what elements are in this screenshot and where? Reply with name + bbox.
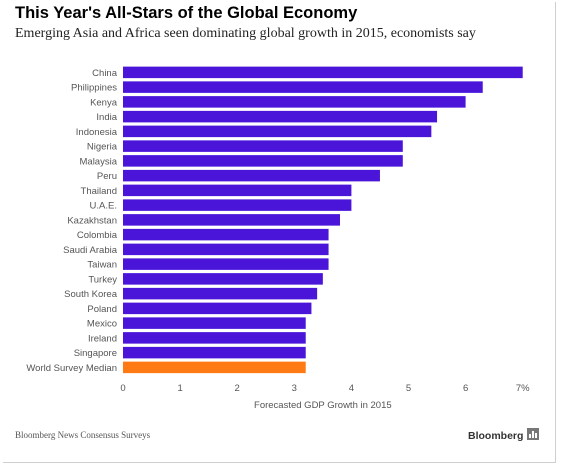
category-label: Peru [97,171,117,182]
bar [123,184,352,197]
x-tick-label: 7% [516,383,530,394]
bar [123,66,523,79]
bar [123,169,380,182]
bar [123,155,403,167]
x-tick-label: 5 [406,383,411,394]
category-label: World Survey Median [26,363,117,374]
x-tick-label: 4 [349,383,354,394]
x-tick-label: 6 [463,383,468,394]
bar [123,302,312,315]
bar [123,287,318,300]
category-label: Poland [87,304,117,315]
category-label: Indonesia [76,127,118,138]
x-axis-label: Forecasted GDP Growth in 2015 [254,400,392,411]
category-label: Kenya [90,97,118,108]
category-label: Singapore [74,348,117,359]
bar-chart-icon [527,428,539,440]
x-tick-label: 3 [292,383,297,394]
category-label: China [92,68,118,79]
x-tick-label: 1 [177,383,182,394]
bar [123,273,323,285]
source-note: Bloomberg News Consensus Surveys [15,430,151,440]
bar [123,214,340,226]
bar [123,110,438,123]
chart-frame [3,2,556,463]
bar [123,96,466,108]
category-label: U.A.E. [90,201,117,212]
x-tick-label: 0 [120,383,125,394]
bar [123,332,306,344]
bar [123,317,306,329]
category-label: Thailand [81,186,117,197]
chart-subtitle: Emerging Asia and Africa seen dominating… [15,26,476,41]
bar [123,81,483,93]
category-label: Nigeria [87,142,118,153]
category-label: Turkey [88,274,117,285]
bar [123,346,306,359]
category-label: South Korea [64,289,118,300]
category-label: Colombia [77,230,118,241]
bar [123,125,432,138]
category-label: Mexico [87,319,117,330]
category-label: Kazakhstan [67,215,117,226]
brand-logo-text: Bloomberg [468,430,524,442]
bar [123,140,403,152]
bar [123,228,329,241]
bar [123,258,329,270]
category-label: Saudi Arabia [63,245,118,256]
category-label: Philippines [71,83,117,94]
bar [123,243,329,256]
category-label: Taiwan [87,260,117,271]
bar [123,199,352,211]
median-bar [123,361,306,374]
category-label: Malaysia [80,156,118,167]
x-tick-label: 2 [235,383,240,394]
chart-title: This Year's All-Stars of the Global Econ… [15,4,358,22]
category-label: Ireland [88,333,117,344]
category-label: India [96,112,117,123]
